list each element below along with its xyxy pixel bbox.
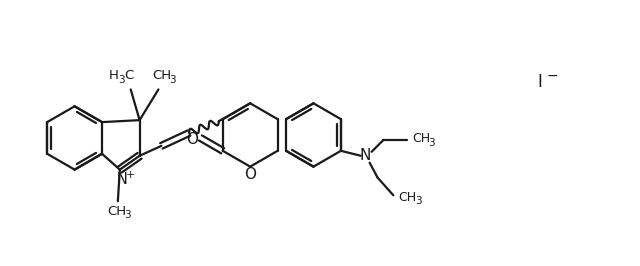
Text: O: O <box>244 167 256 182</box>
Text: CH: CH <box>108 205 127 218</box>
Text: CH: CH <box>398 191 416 204</box>
Text: 3: 3 <box>118 74 125 85</box>
Text: 3: 3 <box>429 138 435 148</box>
Text: CH: CH <box>152 69 171 82</box>
Text: 3: 3 <box>169 74 175 85</box>
Text: N: N <box>116 172 127 187</box>
Text: C: C <box>124 69 133 82</box>
Text: CH: CH <box>412 132 430 146</box>
Text: 3: 3 <box>415 196 421 206</box>
Text: −: − <box>547 69 558 83</box>
Text: +: + <box>126 169 136 180</box>
Text: 3: 3 <box>124 210 131 220</box>
Text: I: I <box>537 73 542 90</box>
Text: O: O <box>186 132 198 147</box>
Text: H: H <box>109 69 119 82</box>
Text: N: N <box>360 148 371 163</box>
